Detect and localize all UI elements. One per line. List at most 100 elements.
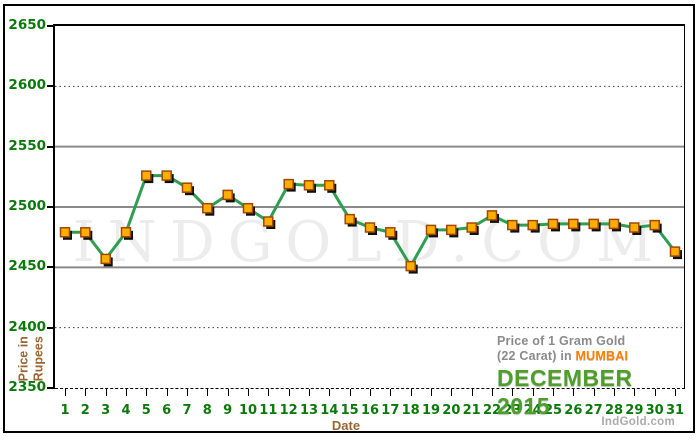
data-point-day-28 xyxy=(608,218,620,230)
x-axis-tick-5 xyxy=(146,389,148,396)
x-axis-tick-21 xyxy=(471,389,473,396)
y-axis-tick-2600 xyxy=(47,85,55,88)
x-axis-label-10: 10 xyxy=(238,403,258,418)
title-month-year: DECEMBER 2015 xyxy=(497,365,633,419)
brand-text: IndGold.com xyxy=(601,416,675,428)
y-axis-tick-2650 xyxy=(47,25,55,27)
x-axis-label-22: 22 xyxy=(482,403,502,418)
x-axis-tick-28 xyxy=(614,389,615,396)
x-axis-tick-2 xyxy=(85,389,87,396)
x-axis-tick-18 xyxy=(410,389,412,396)
data-point-day-24 xyxy=(527,219,538,231)
data-point-day-14 xyxy=(324,180,335,191)
x-axis-label-15: 15 xyxy=(340,403,359,418)
y-axis-label-2550: 2550 xyxy=(8,137,46,154)
x-axis-label-24: 24 xyxy=(523,403,542,418)
title-line2: (22 Carat) in MUMBAI xyxy=(497,349,682,364)
x-axis-label-28: 28 xyxy=(604,403,624,418)
data-point-day-7 xyxy=(181,182,193,193)
x-axis-label-3: 3 xyxy=(101,403,111,418)
data-point-day-16 xyxy=(364,222,376,233)
x-axis-label-9: 9 xyxy=(223,403,233,418)
x-axis-label-5: 5 xyxy=(141,403,151,418)
x-axis-tick-20 xyxy=(451,389,453,396)
x-axis-label-6: 6 xyxy=(162,403,172,418)
x-axis-label-21: 21 xyxy=(462,403,481,418)
data-point-day-27 xyxy=(588,218,599,230)
data-point-day-11 xyxy=(263,216,274,227)
x-axis-tick-30 xyxy=(654,389,656,396)
x-axis-label-31: 31 xyxy=(665,403,685,418)
data-point-day-18 xyxy=(405,260,416,272)
data-point-day-30 xyxy=(649,219,660,231)
data-point-day-25 xyxy=(547,218,559,230)
title-line1: Price of 1 Gram Gold xyxy=(497,334,626,348)
x-axis-tick-17 xyxy=(390,389,392,396)
data-point-day-3 xyxy=(100,253,111,265)
x-axis-tick-13 xyxy=(309,389,310,396)
x-axis-tick-7 xyxy=(187,389,188,396)
plot-area: INDGOLD.COM xyxy=(55,26,684,388)
x-axis-line xyxy=(55,388,685,389)
x-axis-tick-6 xyxy=(166,389,168,396)
x-axis-label-13: 13 xyxy=(299,403,319,418)
y-axis-tick-2550 xyxy=(47,145,55,148)
x-axis-label-19: 19 xyxy=(421,403,441,418)
plot-border-top xyxy=(53,24,685,26)
data-point-day-31 xyxy=(669,246,681,257)
x-axis-title: Date xyxy=(331,418,361,433)
x-axis-label-11: 11 xyxy=(259,403,278,418)
data-point-day-2 xyxy=(80,227,91,238)
x-axis-tick-3 xyxy=(105,389,107,396)
y-axis-label-2600: 2600 xyxy=(8,77,46,94)
y-axis-tick-2400 xyxy=(47,326,55,329)
x-axis-label-8: 8 xyxy=(202,403,212,418)
x-axis-tick-25 xyxy=(553,389,554,396)
x-axis-label-7: 7 xyxy=(182,403,192,418)
data-point-day-15 xyxy=(344,213,355,225)
x-axis-label-12: 12 xyxy=(279,403,298,418)
chart-title-block: Price of 1 Gram Gold (22 Carat) in MUMBA… xyxy=(497,334,682,420)
y-axis-label-2450: 2450 xyxy=(8,258,46,275)
y-axis-label-2400: 2400 xyxy=(8,318,46,335)
data-point-day-23 xyxy=(507,219,518,231)
data-point-day-17 xyxy=(385,227,396,238)
y-axis-tick-2350 xyxy=(47,387,55,389)
price-chart-svg xyxy=(55,85,684,329)
data-point-day-12 xyxy=(283,178,294,190)
x-axis-tick-31 xyxy=(675,389,676,396)
y-axis-tick-2500 xyxy=(47,206,55,208)
y-axis-tick-2450 xyxy=(47,266,55,269)
x-axis-tick-9 xyxy=(227,389,229,396)
title-city: MUMBAI xyxy=(575,349,629,363)
data-point-day-26 xyxy=(568,218,579,230)
plot-border-right xyxy=(684,24,685,389)
y-axis-label-2500: 2500 xyxy=(8,198,46,214)
x-axis-tick-16 xyxy=(370,389,371,396)
data-point-day-9 xyxy=(222,189,233,201)
x-axis-label-29: 29 xyxy=(625,403,644,418)
data-point-day-13 xyxy=(303,180,315,191)
x-axis-tick-15 xyxy=(349,389,351,396)
x-axis-tick-19 xyxy=(431,389,432,396)
data-point-day-29 xyxy=(629,222,640,233)
x-axis-label-4: 4 xyxy=(121,403,131,418)
x-axis-label-30: 30 xyxy=(645,403,664,418)
x-axis-tick-14 xyxy=(329,389,331,396)
x-axis-tick-23 xyxy=(512,389,514,396)
x-axis-label-1: 1 xyxy=(60,403,70,418)
data-point-day-1 xyxy=(59,227,71,238)
x-axis-label-23: 23 xyxy=(503,403,522,418)
x-axis-label-17: 17 xyxy=(381,403,400,418)
data-point-day-6 xyxy=(161,170,172,181)
data-point-day-4 xyxy=(120,227,132,238)
x-axis-tick-29 xyxy=(634,389,636,396)
x-axis-tick-12 xyxy=(288,389,290,396)
data-point-day-5 xyxy=(141,170,152,181)
x-axis-tick-4 xyxy=(126,389,127,396)
data-point-day-8 xyxy=(202,202,213,214)
x-axis-tick-11 xyxy=(268,389,270,396)
data-point-day-22 xyxy=(486,210,498,221)
y-axis-label-2650: 2650 xyxy=(8,17,46,33)
